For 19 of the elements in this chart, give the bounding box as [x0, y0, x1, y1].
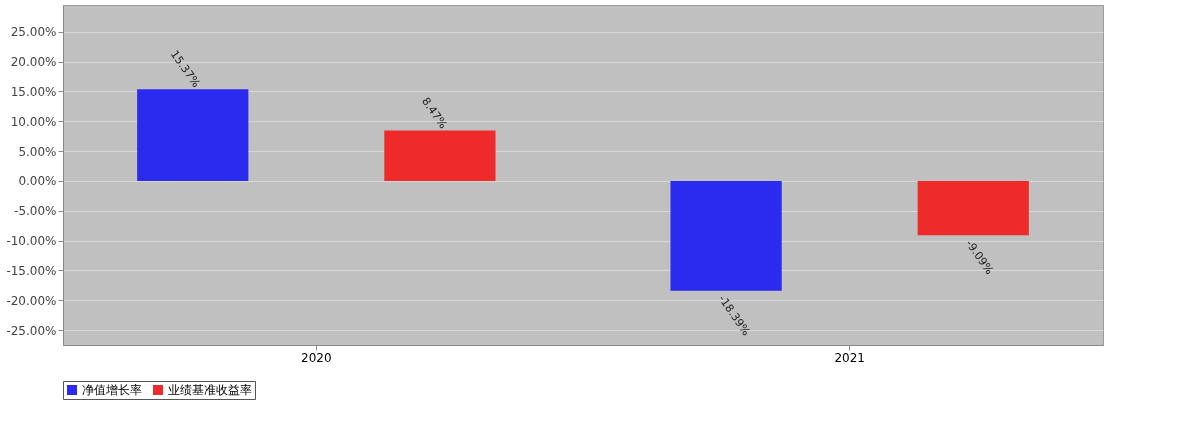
legend-label: 业绩基准收益率 — [168, 383, 252, 397]
y-tick-label: 15.00% — [10, 84, 57, 99]
y-tick-label: -25.00% — [6, 323, 57, 338]
bar — [137, 89, 249, 181]
x-tick-label: 2020 — [301, 350, 332, 365]
bar — [384, 130, 496, 181]
bar — [670, 180, 782, 291]
legend-label: 净值增长率 — [82, 383, 142, 397]
y-tick-label: 10.00% — [10, 114, 57, 129]
y-tick-label: -10.00% — [6, 234, 57, 249]
y-tick-label: 25.00% — [10, 25, 57, 40]
y-tick-label: 5.00% — [18, 144, 57, 159]
y-tick-label: -15.00% — [6, 263, 57, 278]
x-tick-label: 2021 — [834, 350, 865, 365]
y-tick-label: -20.00% — [6, 293, 57, 308]
y-tick-label: -5.00% — [14, 204, 57, 219]
bar — [917, 180, 1029, 236]
y-tick-label: 20.00% — [10, 55, 57, 70]
y-tick-label: 0.00% — [18, 174, 57, 189]
